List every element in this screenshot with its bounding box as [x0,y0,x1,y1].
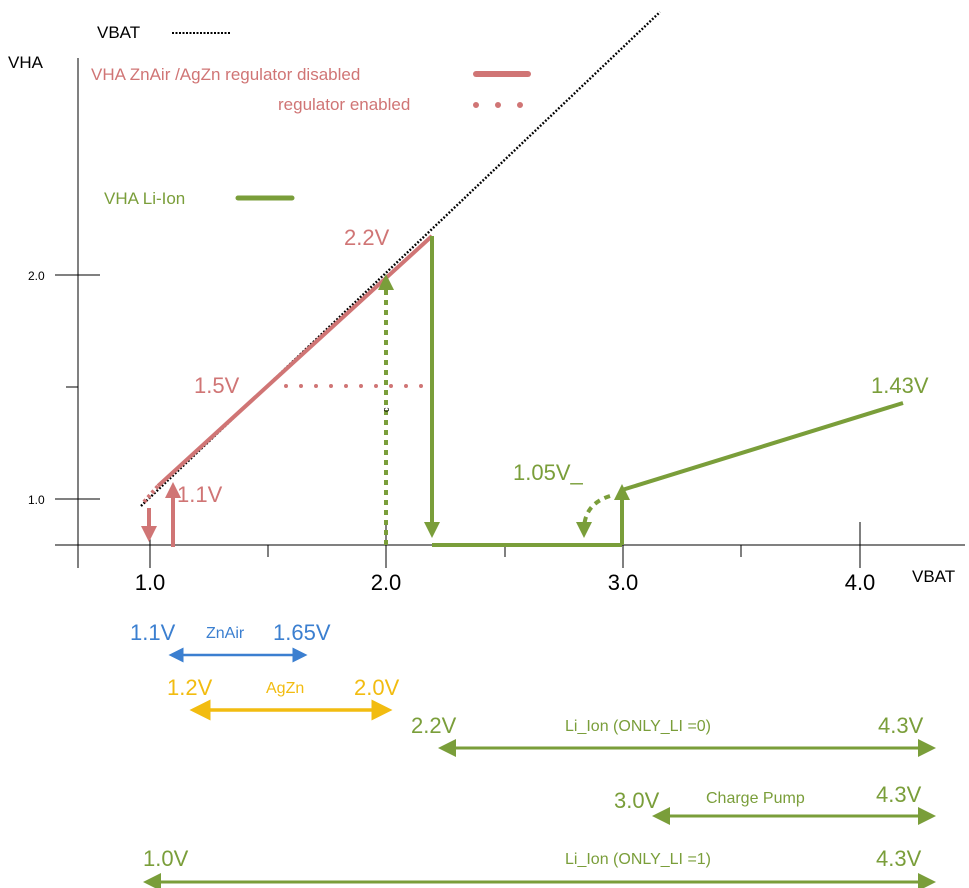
plot-series [140,11,904,547]
x-tick-label: 3.0 [608,570,639,595]
range-li-ion-1-min: 1.0V [143,846,189,871]
range-znair-min: 1.1V [130,620,176,645]
y-tick-label: 1.0 [28,493,45,507]
x-tick-label: 2.0 [371,570,402,595]
range-li-ion-0-min: 2.2V [411,713,457,738]
label-1-5v: 1.5V [194,373,240,398]
series-li-ion-slope [621,401,904,492]
legend-li-ion-label: VHA Li-Ion [104,189,185,208]
range-li-ion-1-max: 4.3V [876,846,922,871]
range-agzn-min: 1.2V [167,675,213,700]
y-tick-label: 2.0 [28,269,45,283]
range-agzn-label: AgZn [266,680,304,697]
legend-disabled-label: VHA ZnAir /AgZn regulator disabled [91,65,360,84]
axes: VHA VBAT 1.0 2.0 1.0 2.0 3.0 4.0 [8,53,965,595]
annotations: 1.1V 1.5V 2.2V 1.05V_ 1.43V c [177,225,929,507]
legend-vbat-label: VBAT [97,23,140,42]
operating-ranges: 1.1V ZnAir 1.65V 1.2V AgZn 2.0V 2.2V Li_… [130,620,936,888]
range-agzn-max: 2.0V [354,675,400,700]
x-tick-label: 4.0 [845,570,876,595]
range-znair-label: ZnAir [206,625,245,642]
range-li-ion-0-max: 4.3V [878,713,924,738]
y-axis-title: VHA [8,53,44,72]
x-tick-label: 1.0 [135,570,166,595]
green-dashed-curve-arrow [576,494,611,538]
range-charge-pump-max: 4.3V [876,782,922,807]
label-1-43v: 1.43V [871,373,929,398]
legend-enabled-label: regulator enabled [278,95,410,114]
range-li-ion-1-label: Li_Ion (ONLY_LI =1) [565,851,711,868]
label-1-05v: 1.05V_ [513,460,583,485]
label-1-1v: 1.1V [177,482,223,507]
legend: VBAT VHA ZnAir /AgZn regulator disabled … [91,23,531,208]
small-marker-c: c [381,407,391,412]
range-charge-pump-label: Charge Pump [706,790,805,807]
range-charge-pump-min: 3.0V [614,788,660,813]
range-znair-max: 1.65V [273,620,331,645]
series-regulator-disabled-line [156,234,434,488]
label-2-2v: 2.2V [344,225,390,250]
x-axis-title: VBAT [912,567,955,586]
range-li-ion-0-label: Li_Ion (ONLY_LI =0) [565,718,711,735]
